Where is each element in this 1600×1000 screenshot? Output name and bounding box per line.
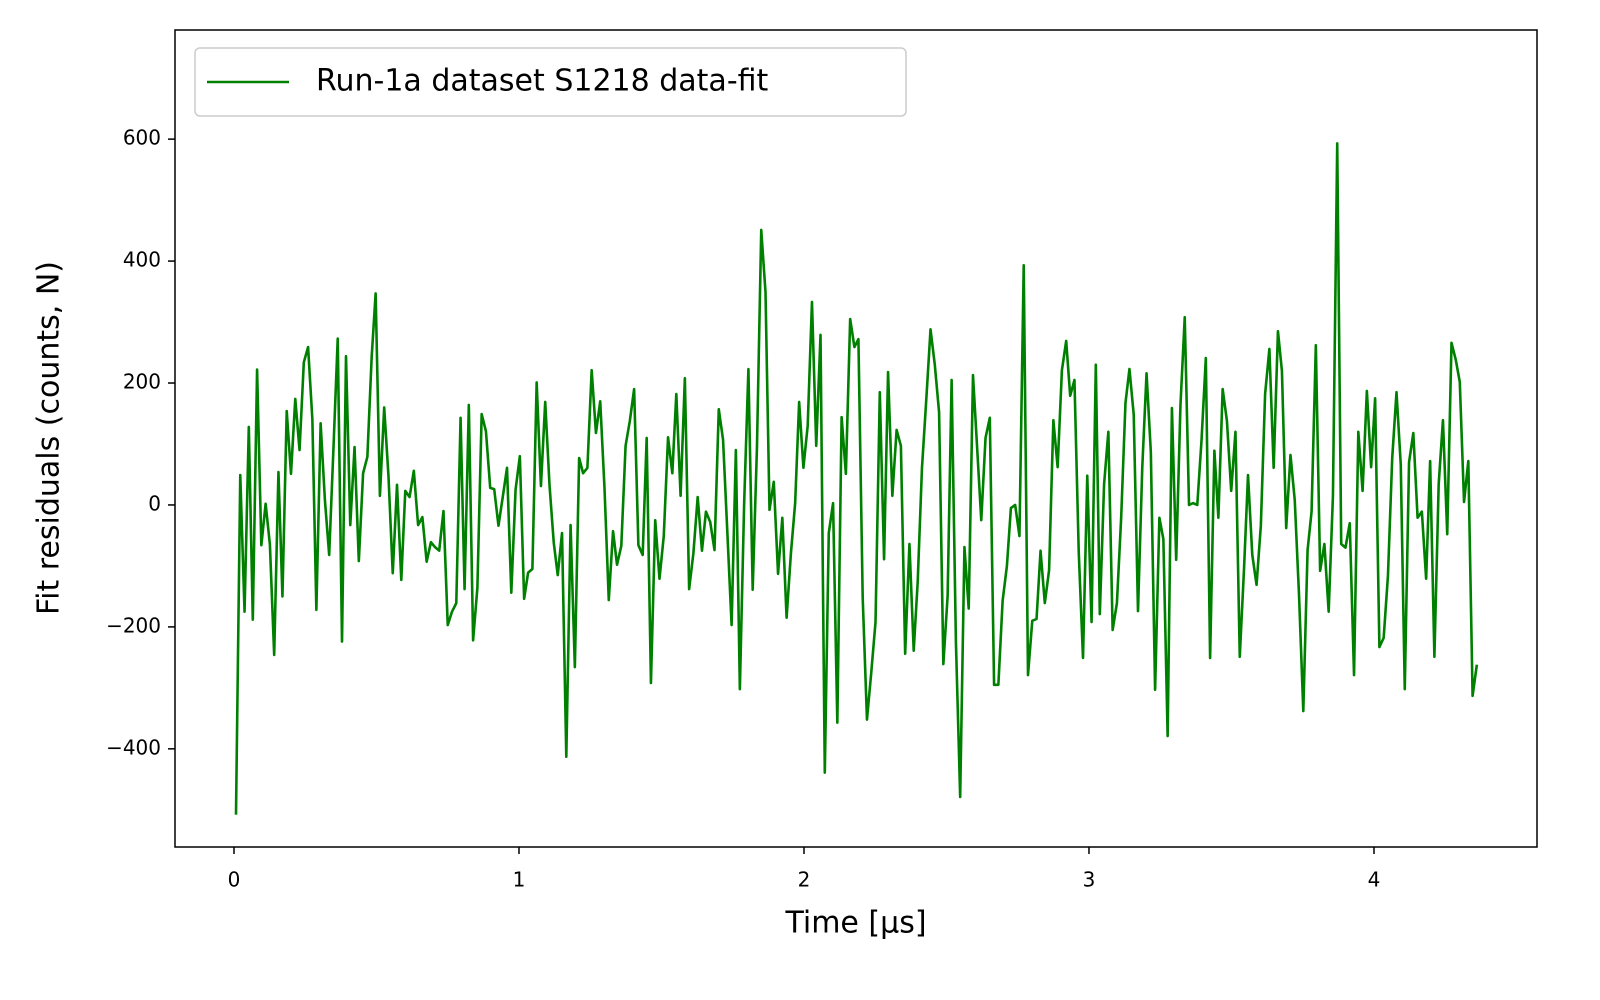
x-tick-label: 3 bbox=[1083, 868, 1096, 892]
y-tick-label: −200 bbox=[106, 613, 161, 637]
x-tick-label: 1 bbox=[513, 868, 526, 892]
x-axis-label: Time [µs] bbox=[784, 906, 926, 941]
y-tick-label: 0 bbox=[148, 491, 161, 515]
y-tick-label: 400 bbox=[123, 248, 161, 272]
y-axis-label: Fit residuals (counts, N) bbox=[32, 261, 67, 615]
y-tick-label: 200 bbox=[123, 370, 161, 394]
x-tick-label: 4 bbox=[1368, 868, 1381, 892]
y-tick-label: −400 bbox=[106, 735, 161, 759]
x-tick-label: 2 bbox=[798, 868, 811, 892]
data-line bbox=[234, 142, 1479, 815]
plot-area bbox=[175, 30, 1537, 847]
legend-box bbox=[194, 47, 907, 117]
plot-frame bbox=[174, 29, 1538, 848]
y-tick-label: 600 bbox=[123, 126, 161, 150]
x-tick-label: 0 bbox=[228, 868, 241, 892]
legend-label: Run-1a dataset S1218 data-fit bbox=[316, 64, 769, 99]
